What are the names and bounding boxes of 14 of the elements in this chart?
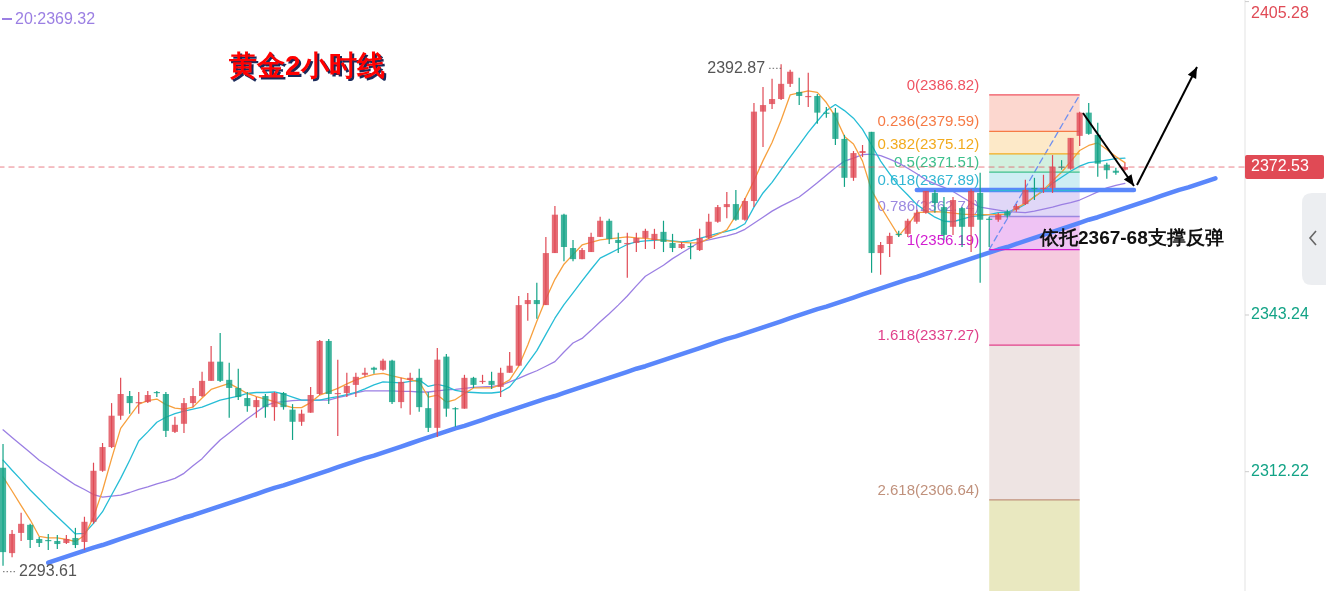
y-tick-label: 2343.24 — [1251, 305, 1309, 323]
y-tick-label: 2312.22 — [1251, 461, 1309, 479]
annotation: 2392.87 — [707, 58, 766, 76]
ref-line-label: 0.236(2379.59) — [877, 112, 980, 130]
current-price-tag: 2372.53 — [1245, 155, 1324, 180]
text: 黄金2小时线 — [230, 52, 387, 83]
ref-line-label: 2.618(2306.64) — [877, 480, 980, 498]
ref-line-label: 0.5(2371.51) — [894, 153, 980, 171]
y-tick-label: 2405.28 — [1251, 4, 1309, 22]
ref-line-label: 1.618(2337.27) — [877, 326, 980, 344]
ref-line-label: 0(2386.82) — [906, 75, 980, 93]
ref-line-label: 0.382(2375.12) — [877, 134, 980, 152]
ref-line-label: 2372.53 — [1251, 157, 1309, 175]
annotation: 2293.61 — [19, 561, 77, 579]
